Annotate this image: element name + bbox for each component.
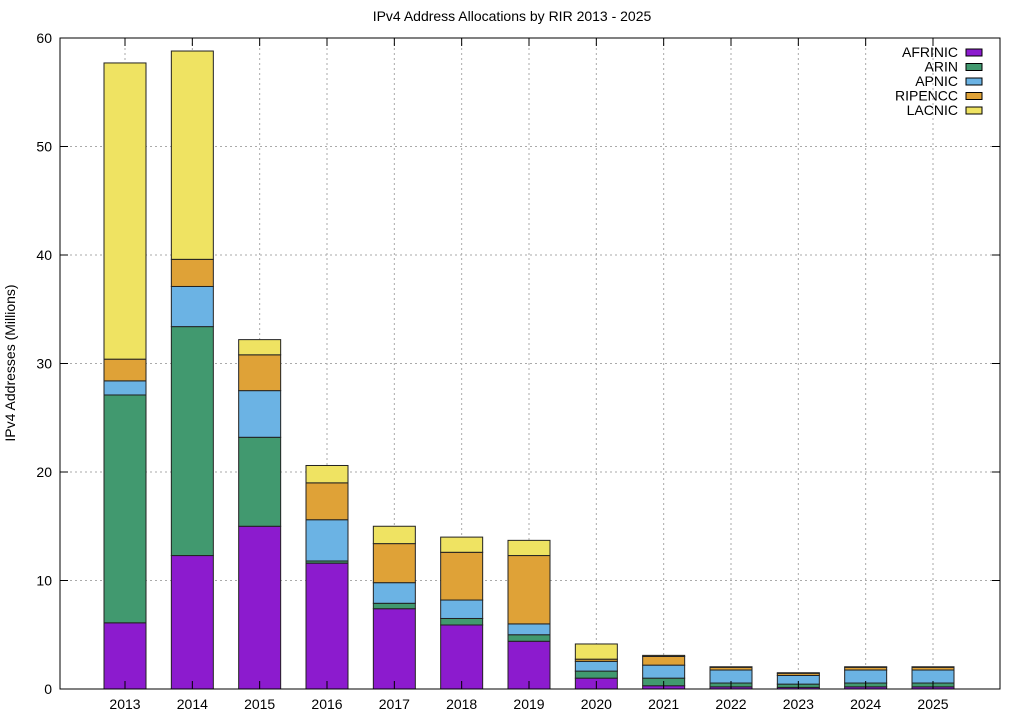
- y-tick-label: 10: [36, 573, 52, 589]
- bar-segment-afrinic-2014: [170, 555, 214, 690]
- bar-segment-lacnic-2016: [305, 464, 349, 484]
- bar-segment-ripencc-2015: [238, 354, 282, 392]
- bar-segment-ripencc-2016: [305, 482, 349, 521]
- bar-segment-apnic-2021: [642, 664, 686, 679]
- x-tick-label: 2024: [850, 696, 881, 712]
- bar-segment-lacnic-2017: [372, 525, 416, 545]
- bar-segment-apnic-2018: [440, 599, 484, 619]
- bar-segment-lacnic-2014: [170, 50, 214, 260]
- x-tick-label: 2020: [581, 696, 612, 712]
- legend-label: LACNIC: [907, 102, 958, 118]
- bar-segment-apnic-2015: [238, 390, 282, 438]
- y-tick-label: 30: [36, 356, 52, 372]
- legend-swatch: [965, 77, 983, 86]
- y-tick-label: 50: [36, 139, 52, 155]
- bars: [103, 50, 955, 690]
- bar-segment-lacnic-2024: [844, 666, 888, 668]
- legend-label: ARIN: [925, 59, 958, 75]
- bar-segment-lacnic-2018: [440, 536, 484, 553]
- bar-segment-arin-2020: [574, 670, 618, 679]
- x-tick-label: 2018: [446, 696, 477, 712]
- bar-segment-afrinic-2018: [440, 624, 484, 690]
- x-tick-label: 2017: [379, 696, 410, 712]
- chart-title: IPv4 Address Allocations by RIR 2013 - 2…: [373, 8, 652, 24]
- bar-segment-lacnic-2023: [776, 672, 820, 674]
- legend-swatch: [965, 48, 983, 57]
- bar-segment-lacnic-2022: [709, 666, 753, 668]
- bar-segment-lacnic-2015: [238, 339, 282, 356]
- bar-segment-ripencc-2018: [440, 551, 484, 601]
- y-tick-label: 60: [36, 30, 52, 46]
- bar-segment-arin-2015: [238, 436, 282, 527]
- x-tick-label: 2022: [715, 696, 746, 712]
- bar-segment-apnic-2020: [574, 660, 618, 672]
- bar-segment-ripencc-2019: [507, 555, 551, 625]
- bar-segment-afrinic-2015: [238, 525, 282, 690]
- bar-segment-ripencc-2017: [372, 543, 416, 584]
- x-tick-label: 2014: [177, 696, 208, 712]
- y-axis-label: IPv4 Addresses (Millions): [2, 284, 18, 441]
- legend-swatch: [965, 106, 983, 115]
- bar-segment-lacnic-2025: [911, 666, 955, 668]
- bar-segment-arin-2017: [372, 602, 416, 610]
- bar-segment-lacnic-2020: [574, 643, 618, 660]
- bar-segment-arin-2014: [170, 326, 214, 557]
- bar-segment-lacnic-2013: [103, 62, 147, 360]
- legend-swatch: [965, 63, 983, 71]
- bar-segment-arin-2019: [507, 634, 551, 642]
- bar-segment-apnic-2014: [170, 285, 214, 328]
- x-tick-label: 2025: [917, 696, 948, 712]
- bar-segment-arin-2018: [440, 617, 484, 626]
- x-tick-label: 2016: [311, 696, 342, 712]
- x-tick-label: 2019: [513, 696, 544, 712]
- x-tick-label: 2015: [244, 696, 275, 712]
- bar-segment-ripencc-2014: [170, 258, 214, 287]
- bar-segment-ripencc-2021: [642, 655, 686, 666]
- bar-segment-afrinic-2017: [372, 608, 416, 690]
- legend-label: RIPENCC: [895, 88, 958, 104]
- legend-label: APNIC: [915, 73, 958, 89]
- bar-segment-lacnic-2019: [507, 539, 551, 557]
- bar-segment-arin-2013: [103, 394, 147, 624]
- bar-segment-lacnic-2021: [642, 654, 686, 657]
- y-tick-label: 40: [36, 247, 52, 263]
- x-tick-label: 2013: [109, 696, 140, 712]
- bar-segment-apnic-2013: [103, 380, 147, 396]
- legend-swatch: [965, 92, 983, 100]
- bar-segment-afrinic-2013: [103, 622, 147, 690]
- x-tick-label: 2023: [783, 696, 814, 712]
- bar-segment-apnic-2019: [507, 623, 551, 636]
- axis-ticks: 0 10 20 30 40 50 60 2013 2014 2015 2016 2017 2018 201…: [36, 30, 1000, 712]
- y-tick-label: 20: [36, 464, 52, 480]
- bar-segment-afrinic-2016: [305, 562, 349, 690]
- bar-segment-apnic-2017: [372, 582, 416, 604]
- legend-label: AFRINIC: [902, 44, 958, 60]
- bar-segment-apnic-2016: [305, 519, 349, 562]
- x-tick-label: 2021: [648, 696, 679, 712]
- y-tick-label: 0: [44, 681, 52, 697]
- bar-segment-ripencc-2013: [103, 358, 147, 382]
